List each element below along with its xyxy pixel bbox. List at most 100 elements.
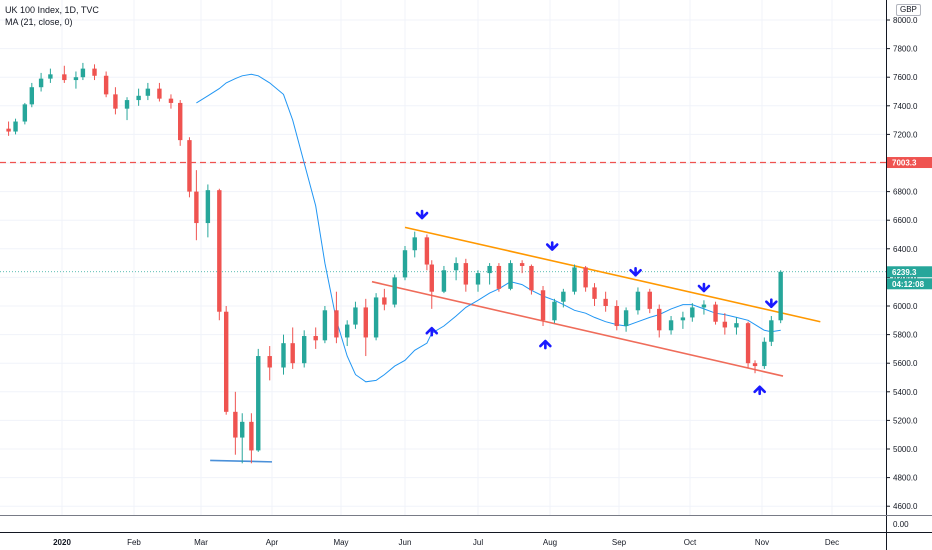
candle (363, 298, 368, 357)
candle (113, 87, 118, 115)
y-tick-label: 7200.0 (893, 130, 918, 139)
trendlines (210, 226, 821, 463)
candle-body (187, 140, 192, 192)
candle-body (6, 128, 11, 132)
candle-body (713, 304, 718, 322)
x-tick-label: Nov (755, 538, 769, 547)
candle-body (73, 77, 79, 81)
candle (168, 94, 174, 109)
x-tick-label: Aug (543, 538, 557, 547)
candle-body (745, 323, 751, 364)
candle (412, 231, 417, 258)
candle-body (529, 265, 534, 291)
candle-body (322, 310, 328, 341)
candle (603, 291, 608, 312)
candle (552, 298, 557, 324)
candle (249, 413, 254, 464)
candle-body (592, 287, 597, 299)
candle (463, 258, 469, 292)
x-tick-label: 2020 (53, 538, 71, 547)
y-tick-label: 6000.0 (893, 302, 918, 311)
y-tick-label: 4600.0 (893, 502, 918, 511)
x-tick-label: Mar (194, 538, 208, 547)
symbol-title[interactable]: UK 100 Index, 1D, TVC (5, 5, 99, 15)
candle (722, 313, 728, 335)
candle (690, 303, 695, 322)
candle-body (734, 323, 739, 328)
candle (313, 327, 318, 349)
candle-body (429, 264, 434, 292)
y-tick-label: 7600.0 (893, 73, 918, 82)
candle (6, 121, 11, 136)
candle-body (402, 250, 408, 278)
candle (205, 184, 211, 238)
candle (302, 330, 307, 368)
y-tick-label: 6600.0 (893, 216, 918, 225)
candle (745, 321, 751, 368)
candle-body (583, 267, 588, 288)
candle-body (194, 191, 199, 224)
candle (373, 293, 379, 341)
candle-body (103, 75, 109, 95)
candle (441, 265, 447, 294)
candle-body (13, 121, 18, 132)
candle (623, 307, 629, 332)
candle-body (313, 336, 318, 341)
candle (136, 88, 141, 106)
candle-body (302, 336, 307, 364)
candle (178, 100, 183, 146)
candle-body (240, 421, 245, 438)
candle (429, 260, 434, 309)
level-price-label: 7003.3 (887, 157, 932, 169)
candle-body (256, 356, 261, 451)
arrow-down-icon (629, 266, 642, 277)
candle-body (392, 277, 397, 305)
moving-average (196, 73, 781, 383)
candle (561, 288, 566, 308)
candle (124, 97, 130, 121)
candle (424, 234, 430, 271)
candle (22, 102, 28, 125)
candle (713, 301, 718, 325)
arrow-up-icon (539, 339, 552, 350)
candle (290, 327, 295, 369)
candle-body (496, 265, 502, 289)
candle (157, 82, 162, 102)
y-tick-label: 5600.0 (893, 359, 918, 368)
y-tick-label: 6200.0 (893, 273, 918, 282)
candle-body (157, 88, 162, 99)
candle-body (382, 297, 387, 305)
candle (92, 64, 97, 81)
candle (73, 71, 79, 89)
candle-body (145, 88, 151, 96)
arrow-down-icon (545, 241, 559, 251)
candle (38, 72, 44, 92)
candle (496, 263, 502, 292)
candle-body (487, 265, 492, 274)
candle-body (424, 237, 430, 265)
candle (519, 260, 525, 274)
candle-body (603, 298, 608, 306)
currency-badge[interactable]: GBP (896, 4, 921, 16)
candle (647, 288, 652, 314)
candle (267, 346, 272, 381)
candle (29, 82, 35, 108)
arrow-up-icon (425, 326, 439, 337)
candle (668, 316, 674, 335)
candle-body (62, 74, 67, 81)
arrow-down-icon (697, 282, 711, 293)
x-tick-label: Dec (825, 538, 839, 547)
candle-body (508, 263, 513, 289)
candle-body (690, 307, 695, 318)
candle-body (344, 324, 350, 338)
candle-body (778, 271, 783, 321)
candle (256, 348, 261, 452)
y-tick-label: 8000.0 (893, 16, 918, 25)
candle-body (22, 104, 28, 122)
y-tick-label: 6800.0 (893, 188, 918, 197)
candle-body (540, 290, 546, 321)
indicator-title[interactable]: MA (21, close, 0) (5, 17, 73, 27)
candle (194, 170, 199, 241)
candle-body (168, 98, 174, 103)
